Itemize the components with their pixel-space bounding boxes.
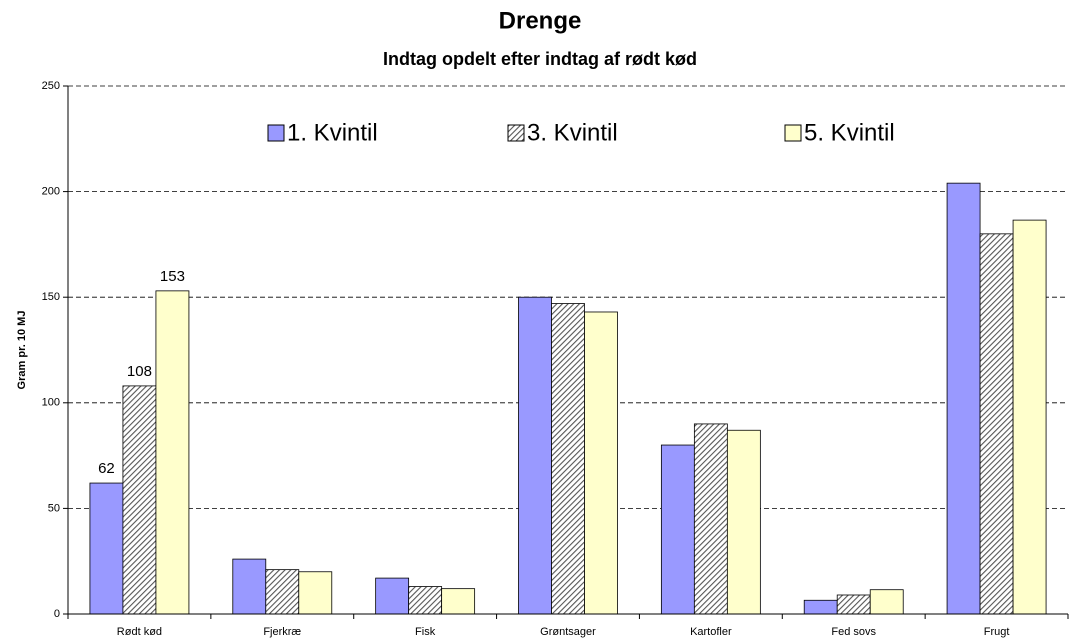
x-tick-label: Fjerkræ <box>263 626 301 638</box>
legend-label: 3. Kvintil <box>527 119 618 146</box>
bar <box>265 569 300 615</box>
bar <box>726 429 761 615</box>
bar <box>375 577 410 615</box>
y-tick-label: 0 <box>54 608 60 620</box>
x-tick-label: Kartofler <box>690 626 732 638</box>
y-tick-label: 100 <box>42 397 60 409</box>
bar <box>869 589 904 615</box>
bar <box>441 588 476 615</box>
legend-swatch <box>507 124 525 142</box>
data-label: 62 <box>98 460 115 477</box>
bar <box>693 423 728 615</box>
bar <box>979 233 1014 615</box>
x-tick-label: Grøntsager <box>540 626 596 638</box>
chart-subtitle: Indtag opdelt efter indtag af rødt kød <box>383 49 697 69</box>
bar <box>946 182 981 615</box>
bar <box>551 303 585 615</box>
data-label: 153 <box>160 268 185 285</box>
x-tick-label: Fisk <box>415 626 436 638</box>
legend-swatch <box>267 124 285 142</box>
y-tick-label: 250 <box>42 80 60 92</box>
bar <box>803 599 838 615</box>
x-tick-label: Rødt kød <box>117 626 162 638</box>
bar <box>660 444 695 615</box>
y-axis-label: Gram pr. 10 MJ <box>16 311 28 390</box>
y-tick-label: 50 <box>48 502 60 514</box>
x-tick-label: Fed sovs <box>831 626 876 638</box>
bar <box>836 594 871 615</box>
x-tick-label: Frugt <box>984 626 1010 638</box>
legend-label: 1. Kvintil <box>287 119 378 146</box>
y-tick-label: 200 <box>42 186 60 198</box>
bar <box>232 558 267 615</box>
data-label: 108 <box>127 363 152 380</box>
bar <box>1012 219 1047 615</box>
legend-label: 5. Kvintil <box>804 119 895 146</box>
legend-swatch <box>784 124 802 142</box>
bar <box>89 482 124 615</box>
y-tick-label: 150 <box>42 291 60 303</box>
bar <box>298 571 333 615</box>
chart-title: Drenge <box>499 7 582 34</box>
bar <box>155 290 190 615</box>
bar <box>122 385 157 615</box>
bar <box>408 586 443 615</box>
bar <box>518 296 552 615</box>
bar <box>584 311 618 615</box>
